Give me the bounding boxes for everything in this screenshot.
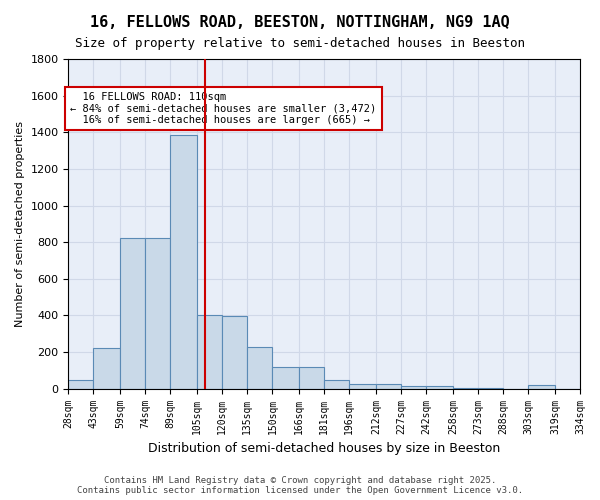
Bar [247,348,272,389]
Text: Contains HM Land Registry data © Crown copyright and database right 2025.
Contai: Contains HM Land Registry data © Crown c… [77,476,523,495]
X-axis label: Distribution of semi-detached houses by size in Beeston: Distribution of semi-detached houses by … [148,442,500,455]
Bar [528,385,555,388]
Bar [145,238,170,388]
Bar [68,380,94,388]
Bar [222,316,247,388]
Bar [120,238,145,388]
Bar [376,384,401,388]
Bar [401,386,426,388]
Bar [272,366,299,388]
Bar [299,366,324,388]
Bar [349,384,376,388]
Text: Size of property relative to semi-detached houses in Beeston: Size of property relative to semi-detach… [75,38,525,51]
Y-axis label: Number of semi-detached properties: Number of semi-detached properties [15,121,25,327]
Bar [324,380,349,388]
Bar [197,316,222,388]
Bar [94,348,120,389]
Bar [170,135,197,388]
Bar [426,386,453,388]
Text: 16, FELLOWS ROAD, BEESTON, NOTTINGHAM, NG9 1AQ: 16, FELLOWS ROAD, BEESTON, NOTTINGHAM, N… [90,15,510,30]
Text: 16 FELLOWS ROAD: 110sqm
← 84% of semi-detached houses are smaller (3,472)
  16% : 16 FELLOWS ROAD: 110sqm ← 84% of semi-de… [70,92,376,125]
